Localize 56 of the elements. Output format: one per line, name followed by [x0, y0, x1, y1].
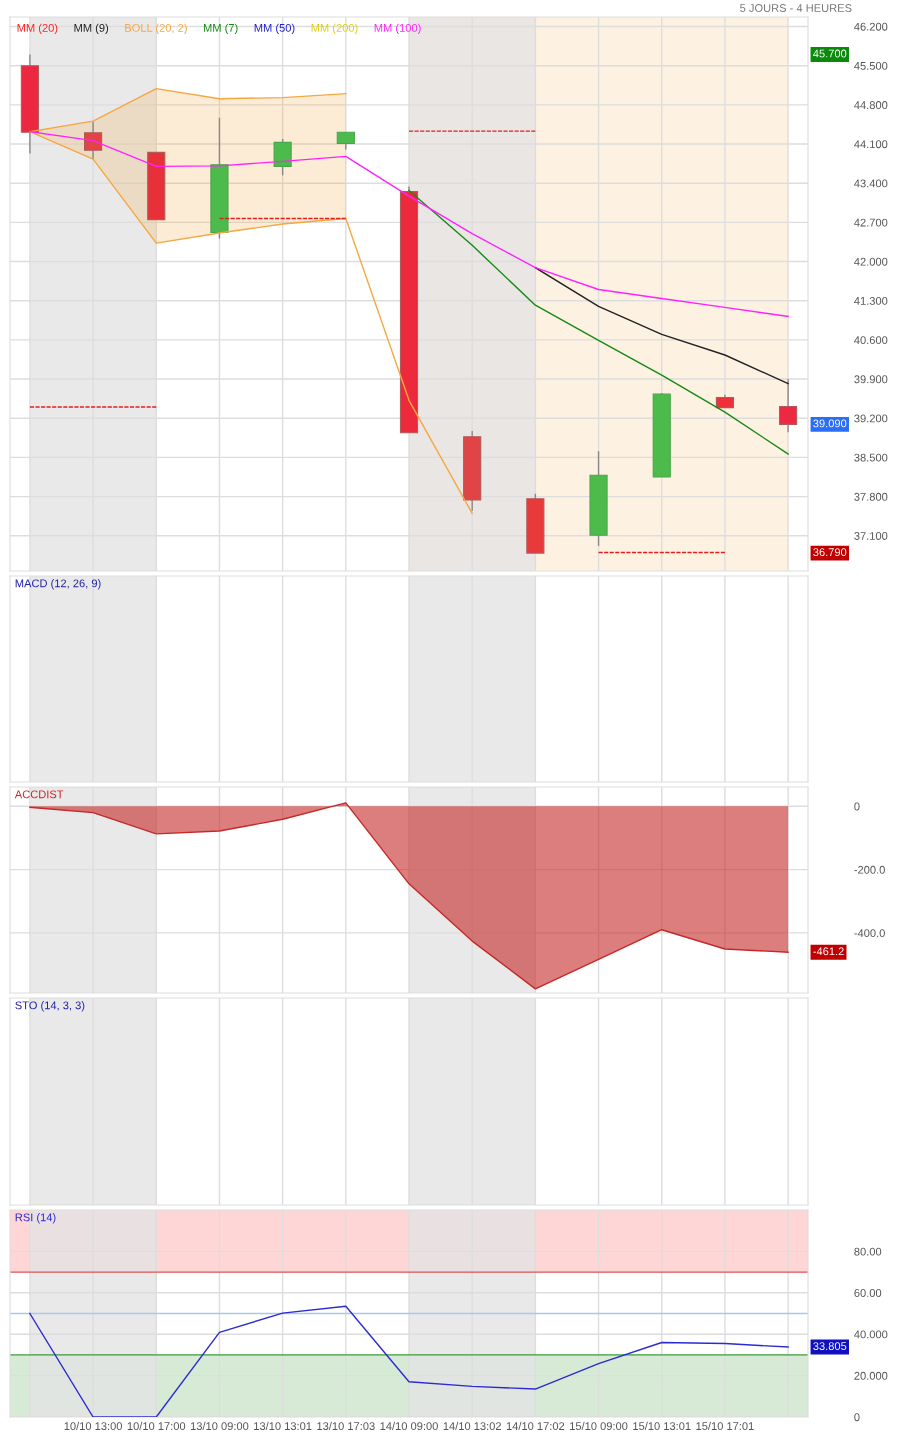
y-tick-label: 20.000 [854, 1371, 888, 1380]
x-tick-label: 13/10 17:03 [317, 1421, 375, 1431]
y-tick-label: -400.0 [854, 929, 885, 938]
y-tick-label: 80.00 [854, 1247, 882, 1256]
candlestick [779, 378, 798, 433]
y-tick-label: 0 [854, 802, 860, 811]
y-tick-label: 45.500 [854, 61, 888, 70]
text: MACD (12, 26, 9) [15, 579, 101, 590]
x-tick-label: 13/10 13:01 [254, 1421, 312, 1431]
y-tick-label: 37.100 [854, 532, 888, 540]
y-tick-label: 40.600 [854, 336, 888, 345]
x-tick-label: 10/10 17:00 [127, 1421, 186, 1431]
text: -461.2 [813, 947, 844, 956]
text: MM (100) [374, 23, 421, 35]
line-series [29, 131, 789, 318]
y-tick-label: 44.100 [854, 140, 888, 149]
y-tick-label: 40.000 [854, 1330, 888, 1339]
x-tick-label: 15/10 17:01 [696, 1421, 754, 1431]
x-tick-label: 15/10 09:00 [570, 1421, 628, 1431]
y-tick-label: 60.00 [854, 1289, 882, 1297]
x-tick-label: 14/10 13:02 [443, 1421, 501, 1431]
chart-title: ACCDIST [14, 790, 64, 799]
text: 39.090 [813, 419, 847, 428]
y-tick-label: 43.400 [854, 179, 888, 188]
y-tick-label: 39.900 [854, 375, 888, 384]
legend-label: MM (50) [254, 23, 295, 35]
line-series [29, 1305, 789, 1417]
text: STO (14, 3, 3) [15, 1001, 85, 1012]
text: MM (7) [203, 23, 238, 35]
legend-label: MM (20) [17, 23, 58, 35]
line-series [408, 189, 789, 455]
text: BOLL (20, 2) [125, 23, 187, 35]
y-tick-label: 42.000 [854, 257, 888, 266]
text: 33.805 [813, 1342, 847, 1351]
legend-label: MM (200) [311, 23, 358, 35]
y-tick-label: 46.200 [854, 22, 888, 31]
candlestick [84, 120, 103, 161]
chart-title: RSI (14) [15, 1213, 56, 1224]
text: 45.700 [813, 49, 847, 58]
x-tick-label: 14/10 09:00 [380, 1421, 438, 1431]
y-tick-label: 0 [854, 1413, 860, 1422]
text: 36.790 [813, 548, 847, 557]
text: MM (9) [74, 23, 109, 35]
y-tick-label: 41.300 [854, 296, 888, 305]
line-series [534, 267, 789, 385]
y-tick-label: 39.200 [854, 414, 888, 423]
y-tick-label: 37.800 [854, 492, 888, 501]
chart-subtitle: 5 JOURS - 4 HEURES [740, 4, 852, 12]
x-tick-label: 10/10 13:00 [64, 1421, 122, 1431]
y-tick-label: 38.500 [854, 453, 888, 462]
x-tick-label: 15/10 13:01 [633, 1421, 691, 1431]
y-tick-label: -200.0 [854, 865, 885, 874]
y-tick-label: 42.700 [854, 218, 888, 227]
y-tick-label: 44.800 [854, 101, 888, 109]
x-tick-label: 13/10 09:00 [190, 1421, 249, 1431]
x-tick-label: 14/10 17:02 [506, 1421, 565, 1431]
